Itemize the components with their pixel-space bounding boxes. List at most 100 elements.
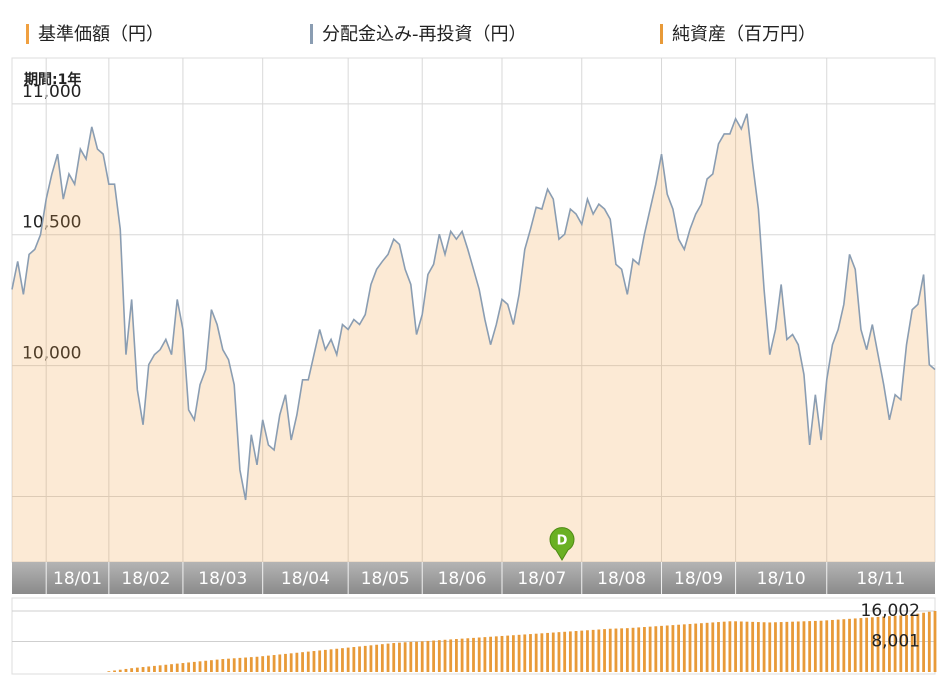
- asset-bar: [751, 621, 755, 672]
- asset-bar: [671, 625, 675, 672]
- asset-bar: [597, 629, 601, 672]
- asset-bar: [107, 671, 111, 672]
- asset-bar: [586, 630, 589, 672]
- asset-bar: [665, 625, 669, 672]
- asset-bar: [500, 635, 504, 672]
- asset-bar: [420, 641, 424, 672]
- asset-bar: [244, 657, 247, 672]
- asset-bar: [369, 645, 373, 672]
- x-tick-label: 18/10: [757, 569, 806, 589]
- asset-bar: [135, 667, 139, 672]
- asset-bar: [551, 632, 555, 672]
- asset-bar: [398, 642, 401, 672]
- asset-bar: [301, 652, 304, 672]
- asset-bar: [318, 650, 322, 672]
- asset-bar: [654, 626, 658, 672]
- asset-bar: [870, 617, 874, 672]
- asset-bar: [888, 616, 891, 672]
- asset-bar: [848, 618, 851, 672]
- asset-bar: [808, 621, 812, 672]
- x-tick-label: 18/07: [517, 569, 566, 589]
- y2-tick-label: 16,002: [861, 601, 920, 621]
- asset-bar: [130, 668, 134, 672]
- asset-bar: [859, 618, 863, 672]
- asset-bar: [728, 621, 732, 672]
- asset-bar: [198, 661, 202, 672]
- asset-bar: [158, 665, 162, 672]
- asset-bar: [284, 653, 287, 672]
- asset-bar: [266, 655, 270, 672]
- asset-bar: [774, 622, 777, 672]
- asset-bar: [466, 638, 470, 672]
- asset-bar: [511, 635, 515, 672]
- asset-bar: [323, 649, 327, 672]
- asset-bar: [768, 622, 772, 672]
- legend-swatch: [310, 24, 313, 44]
- area: [12, 113, 935, 562]
- asset-bar: [278, 654, 282, 672]
- asset-bar: [682, 624, 686, 672]
- asset-bar: [688, 623, 692, 672]
- asset-bar: [289, 653, 293, 672]
- asset-bar: [380, 644, 384, 672]
- asset-bar: [329, 649, 333, 672]
- asset-bar: [620, 628, 624, 672]
- asset-bar: [785, 621, 789, 672]
- x-tick-label: 18/09: [674, 569, 723, 589]
- asset-bar: [415, 641, 418, 672]
- asset-bar: [358, 646, 361, 672]
- asset-bar: [489, 636, 492, 672]
- asset-bar: [762, 622, 766, 672]
- asset-bar: [802, 621, 806, 672]
- asset-bar: [363, 645, 367, 672]
- y-tick-label: 10,000: [22, 344, 81, 364]
- asset-bar: [591, 629, 595, 672]
- asset-bar: [893, 615, 897, 672]
- asset-bar: [443, 639, 447, 672]
- asset-bar: [147, 666, 151, 672]
- asset-bar: [517, 634, 521, 672]
- asset-bar: [192, 661, 196, 672]
- asset-bar: [392, 643, 396, 672]
- asset-bar: [546, 632, 549, 672]
- asset-bar: [175, 663, 179, 672]
- asset-bar: [494, 636, 498, 672]
- asset-bar: [563, 631, 567, 672]
- asset-bar: [449, 639, 453, 672]
- asset-bar: [523, 634, 527, 672]
- asset-bar: [124, 668, 128, 672]
- asset-bar: [232, 658, 236, 672]
- asset-bar: [842, 619, 846, 672]
- asset-bar: [261, 656, 265, 672]
- asset-bar: [341, 648, 344, 672]
- asset-bar: [483, 637, 487, 672]
- asset-bar: [181, 663, 185, 672]
- asset-bar: [557, 632, 561, 672]
- month-bar: [12, 562, 935, 594]
- asset-bar: [910, 614, 914, 672]
- asset-bar: [164, 664, 168, 672]
- x-tick-label: 18/08: [597, 569, 646, 589]
- asset-bar: [905, 615, 908, 672]
- asset-bar: [722, 621, 726, 672]
- asset-bar: [227, 658, 230, 672]
- legend-label: 基準価額（円）: [38, 24, 164, 45]
- asset-bar: [899, 615, 903, 672]
- asset-bar: [705, 622, 709, 672]
- asset-bar: [352, 647, 356, 672]
- asset-bar: [460, 638, 464, 672]
- y2-tick-label: 8,001: [871, 632, 920, 652]
- asset-bar: [836, 619, 840, 672]
- y-tick-label: 10,500: [22, 213, 81, 233]
- asset-bar: [113, 670, 116, 672]
- asset-bar: [745, 621, 749, 672]
- legend-label: 分配金込み-再投資（円）: [322, 24, 527, 45]
- asset-bar: [477, 637, 481, 672]
- asset-bar: [796, 621, 800, 672]
- asset-bar: [717, 622, 720, 672]
- asset-bar: [700, 623, 703, 672]
- asset-bar: [831, 619, 834, 672]
- asset-bar: [625, 628, 629, 672]
- y-tick-label: 11,000: [22, 82, 81, 102]
